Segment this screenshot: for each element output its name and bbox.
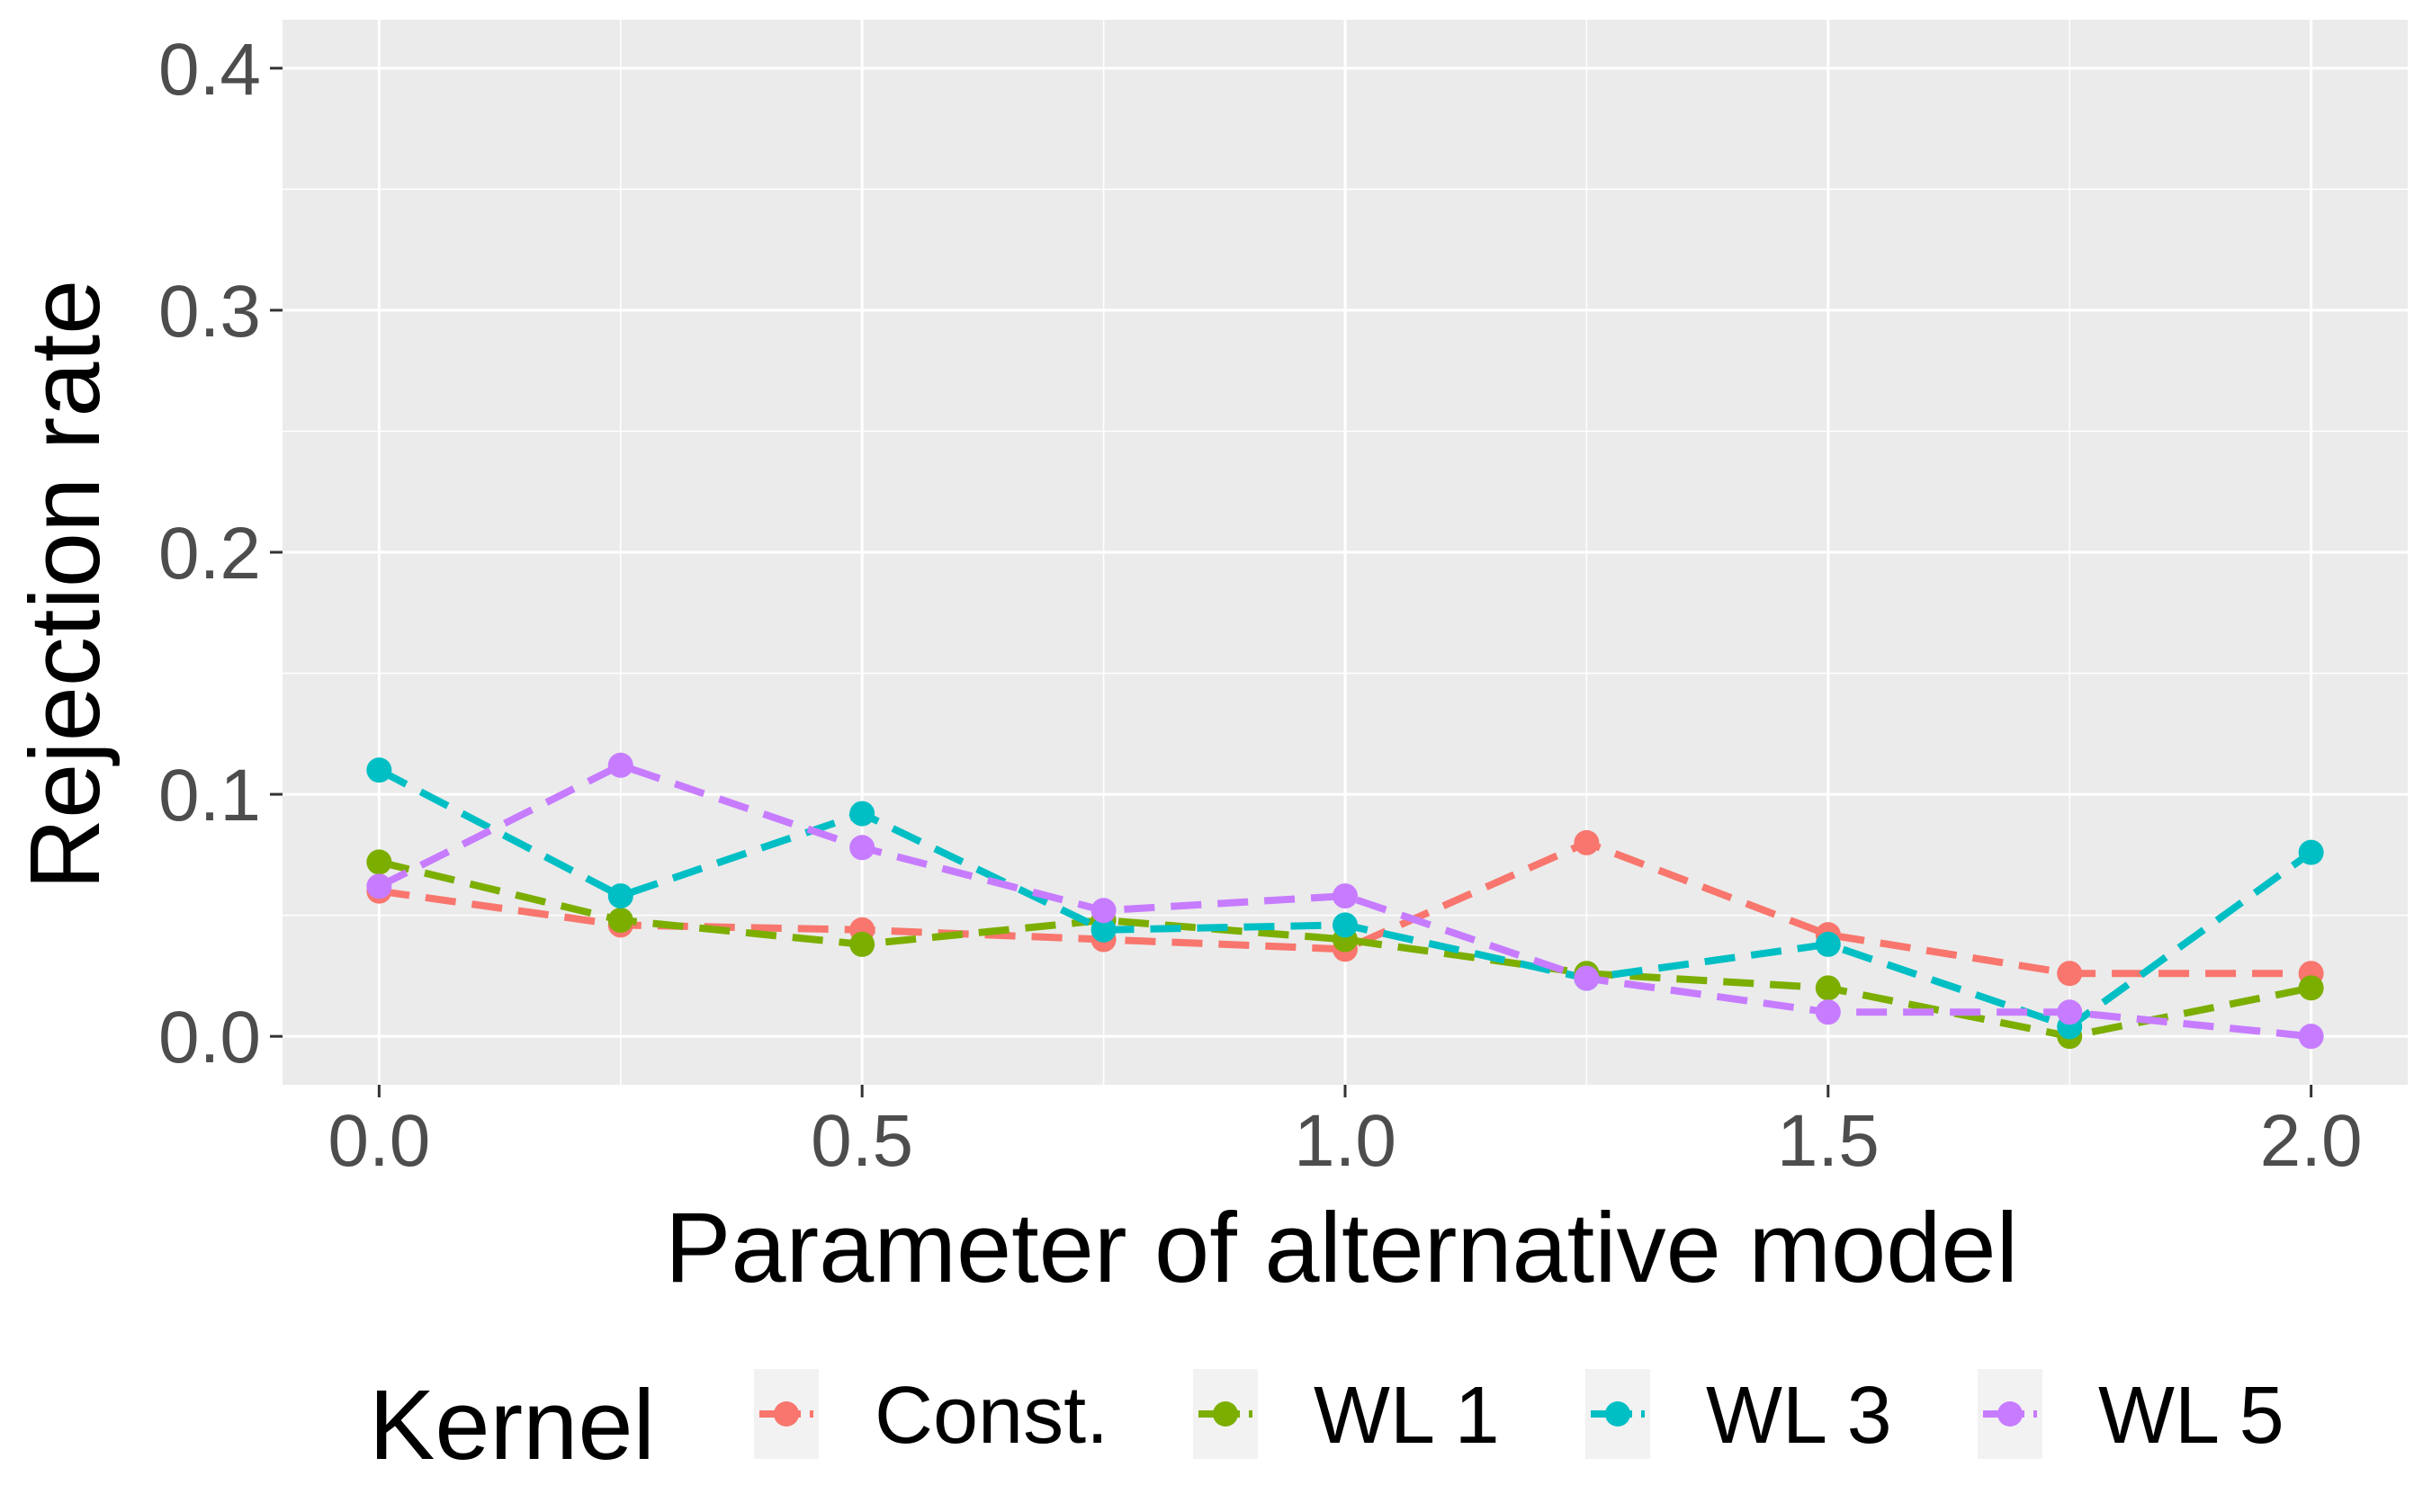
data-point (366, 849, 392, 875)
legend-title: Kernel (369, 1370, 655, 1481)
series-line (378, 838, 2311, 978)
data-point (849, 835, 875, 861)
data-point (2298, 975, 2324, 1001)
y-tick-label: 0.2 (158, 513, 261, 595)
data-point (1815, 975, 1841, 1001)
data-point (607, 752, 633, 778)
data-point (1333, 912, 1358, 938)
data-point (2057, 999, 2083, 1025)
legend-label: Const. (875, 1371, 1108, 1461)
legend-label: WL 5 (2098, 1371, 2284, 1461)
x-tick-label: 1.5 (1777, 1100, 1880, 1182)
data-point (2057, 961, 2083, 987)
y-axis-title: Rejection rate (10, 280, 121, 890)
data-point (849, 801, 875, 827)
series-points (366, 752, 2324, 1050)
legend-key-point (774, 1401, 799, 1427)
data-point (607, 883, 633, 909)
data-point (1333, 883, 1358, 909)
x-axis: 0.0 0.5 1.0 1.5 2.0 (328, 1085, 2363, 1182)
data-point (1574, 829, 1600, 855)
y-tick-label: 0.4 (158, 29, 261, 111)
series-line (377, 761, 2311, 1041)
x-tick-label: 1.0 (1294, 1100, 1396, 1182)
data-point (1574, 965, 1600, 991)
legend: Kernel Const. WL 1 WL 3 WL 5 (369, 1369, 2284, 1481)
x-tick-label: 2.0 (2260, 1100, 2363, 1182)
x-axis-title: Parameter of alternative model (665, 1193, 2018, 1303)
data-point (607, 908, 633, 934)
legend-label: WL 3 (1706, 1371, 1892, 1461)
legend-key-point (1997, 1401, 2023, 1427)
data-point (2298, 1024, 2324, 1050)
x-tick-label: 0.5 (811, 1100, 913, 1182)
series-line (378, 858, 2312, 1041)
data-point (1090, 917, 1117, 943)
data-point (366, 873, 392, 899)
data-point (849, 931, 875, 957)
data-point (1815, 931, 1841, 957)
data-point (2298, 839, 2324, 865)
y-axis: 0.0 0.1 0.2 0.3 0.4 (158, 29, 283, 1078)
legend-label: WL 1 (1314, 1371, 1500, 1461)
y-tick-label: 0.3 (158, 271, 261, 353)
x-tick-label: 0.0 (328, 1100, 430, 1182)
y-tick-label: 0.1 (158, 755, 261, 837)
data-point (366, 757, 392, 783)
data-point (1815, 999, 1841, 1025)
legend-key-point (1605, 1401, 1630, 1427)
data-point (1090, 898, 1117, 924)
legend-key-point (1213, 1401, 1238, 1427)
y-tick-label: 0.0 (158, 997, 261, 1078)
